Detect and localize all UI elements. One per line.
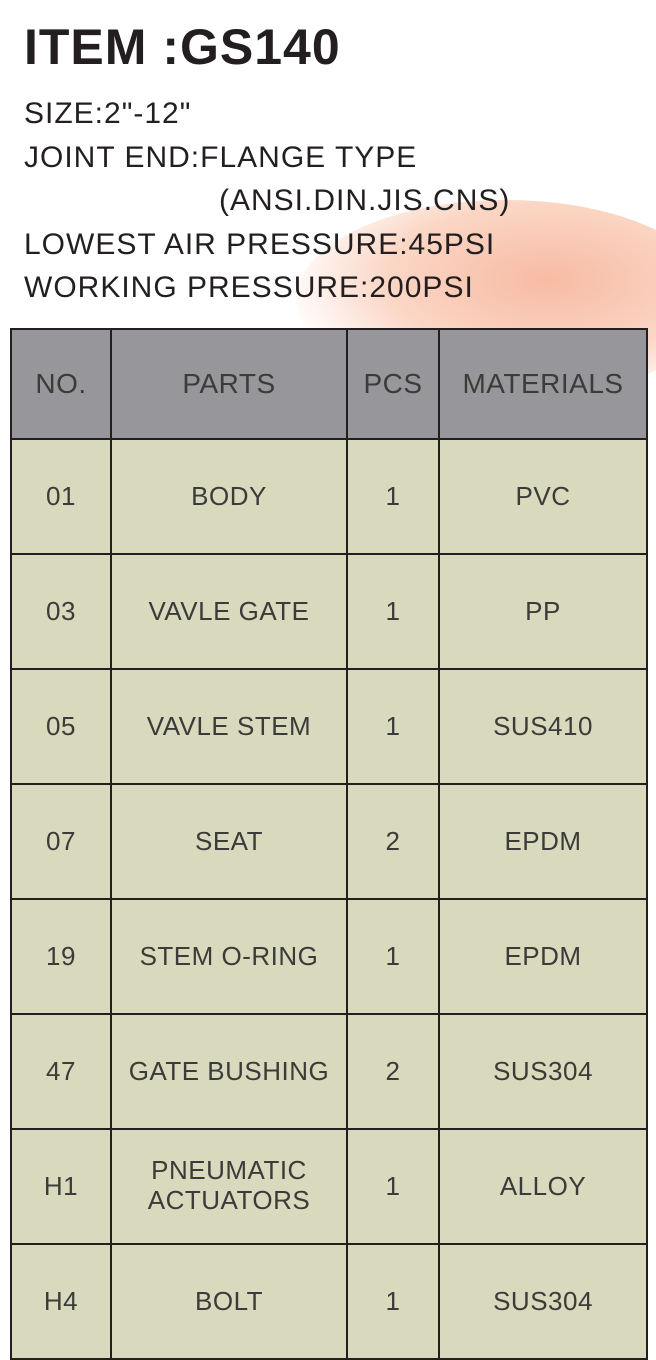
- cell-parts: BOLT: [111, 1244, 347, 1359]
- cell-parts: VAVLE STEM: [111, 669, 347, 784]
- table-body: 01 BODY 1 PVC 03 VAVLE GATE 1 PP 05 VAVL…: [11, 439, 647, 1359]
- cell-no: 07: [11, 784, 111, 899]
- page-root: ITEM :GS140 SIZE:2"-12" JOINT END:FLANGE…: [0, 0, 656, 1360]
- cell-no: 19: [11, 899, 111, 1014]
- cell-materials: PVC: [439, 439, 647, 554]
- cell-pcs: 1: [347, 1244, 439, 1359]
- cell-no: H1: [11, 1129, 111, 1244]
- cell-no: 01: [11, 439, 111, 554]
- cell-materials: SUS304: [439, 1014, 647, 1129]
- table-row: 03 VAVLE GATE 1 PP: [11, 554, 647, 669]
- joint-end-spec: JOINT END:FLANGE TYPE: [24, 136, 638, 180]
- table-row: 19 STEM O-RING 1 EPDM: [11, 899, 647, 1014]
- spec-header: ITEM :GS140 SIZE:2"-12" JOINT END:FLANGE…: [0, 0, 656, 318]
- cell-no: 05: [11, 669, 111, 784]
- cell-materials: PP: [439, 554, 647, 669]
- table-row: 07 SEAT 2 EPDM: [11, 784, 647, 899]
- cell-parts: STEM O-RING: [111, 899, 347, 1014]
- table-row: 05 VAVLE STEM 1 SUS410: [11, 669, 647, 784]
- col-header-materials: MATERIALS: [439, 329, 647, 439]
- working-pressure-spec: WORKING PRESSURE:200PSI: [24, 266, 638, 310]
- cell-pcs: 1: [347, 669, 439, 784]
- cell-no: 47: [11, 1014, 111, 1129]
- cell-parts: PNEUMATICACTUATORS: [111, 1129, 347, 1244]
- cell-pcs: 2: [347, 1014, 439, 1129]
- cell-pcs: 1: [347, 899, 439, 1014]
- table-row: H1 PNEUMATICACTUATORS 1 ALLOY: [11, 1129, 647, 1244]
- cell-pcs: 2: [347, 784, 439, 899]
- table-row: 01 BODY 1 PVC: [11, 439, 647, 554]
- cell-pcs: 1: [347, 1129, 439, 1244]
- parts-table: NO. PARTS PCS MATERIALS 01 BODY 1 PVC 03…: [10, 328, 648, 1360]
- table-row: H4 BOLT 1 SUS304: [11, 1244, 647, 1359]
- cell-parts: GATE BUSHING: [111, 1014, 347, 1129]
- cell-parts: BODY: [111, 439, 347, 554]
- col-header-no: NO.: [11, 329, 111, 439]
- col-header-pcs: PCS: [347, 329, 439, 439]
- table-row: 47 GATE BUSHING 2 SUS304: [11, 1014, 647, 1129]
- joint-end-sub-spec: (ANSI.DIN.JIS.CNS): [24, 179, 638, 223]
- cell-materials: EPDM: [439, 899, 647, 1014]
- cell-pcs: 1: [347, 554, 439, 669]
- lowest-air-pressure-spec: LOWEST AIR PRESSURE:45PSI: [24, 223, 638, 267]
- cell-no: 03: [11, 554, 111, 669]
- cell-parts: SEAT: [111, 784, 347, 899]
- cell-pcs: 1: [347, 439, 439, 554]
- col-header-parts: PARTS: [111, 329, 347, 439]
- cell-materials: ALLOY: [439, 1129, 647, 1244]
- cell-no: H4: [11, 1244, 111, 1359]
- table-header-row: NO. PARTS PCS MATERIALS: [11, 329, 647, 439]
- size-spec: SIZE:2"-12": [24, 92, 638, 136]
- cell-materials: SUS304: [439, 1244, 647, 1359]
- cell-materials: SUS410: [439, 669, 647, 784]
- cell-materials: EPDM: [439, 784, 647, 899]
- cell-parts: VAVLE GATE: [111, 554, 347, 669]
- item-title: ITEM :GS140: [24, 18, 638, 76]
